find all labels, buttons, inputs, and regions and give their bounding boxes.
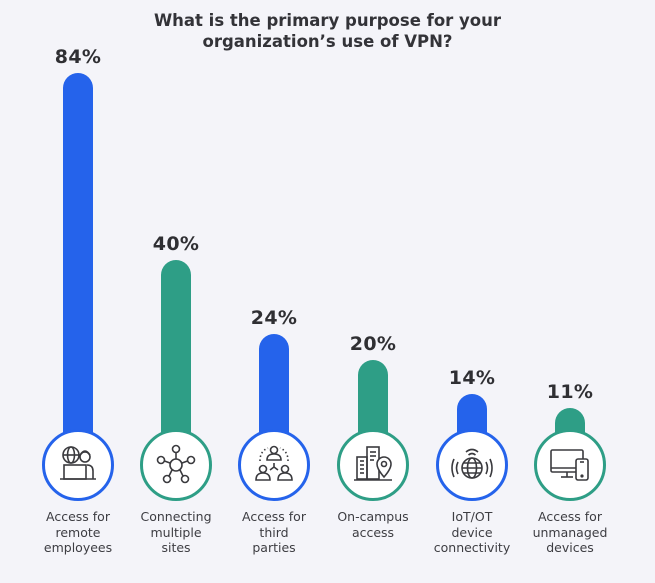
chart-title: What is the primary purpose for your org… — [0, 10, 655, 52]
icon-circle — [238, 429, 310, 501]
bar — [259, 334, 289, 438]
value-label: 11% — [546, 381, 594, 403]
category-label: Access for third parties — [242, 509, 306, 555]
desktop-mobile-devices-icon — [550, 449, 589, 481]
chart-title-line-2: organization’s use of VPN? — [202, 32, 453, 51]
remote-worker-globe-icon — [60, 446, 96, 480]
wireless-globe-icon — [451, 448, 493, 479]
bar-column-on-campus: 20% On-campus access — [324, 0, 422, 583]
third-party-people-icon — [255, 445, 293, 481]
value-label: 40% — [152, 233, 200, 255]
value-label: 14% — [448, 367, 496, 389]
category-label: IoT/OT device connectivity — [433, 509, 511, 555]
bar — [358, 360, 388, 438]
network-hub-icon — [156, 444, 196, 484]
bar — [63, 73, 93, 438]
category-label: Access for remote employees — [43, 509, 113, 555]
value-label: 84% — [54, 46, 102, 68]
category-label: On-campus access — [337, 509, 409, 540]
chart-title-line-1: What is the primary purpose for your — [153, 11, 502, 30]
icon-circle — [42, 429, 114, 501]
bar-column-remote-employees: 84% Access for remote employees — [29, 0, 127, 583]
value-label: 24% — [250, 307, 298, 329]
bar-column-unmanaged-devices: 11% Access for unmanaged devices — [521, 0, 619, 583]
icon-circle — [436, 429, 508, 501]
icon-circle — [140, 429, 212, 501]
category-label: Access for unmanaged devices — [532, 509, 608, 555]
bar-column-multiple-sites: 40% Connecting multiple sites — [127, 0, 225, 583]
category-label: Connecting multiple sites — [140, 509, 212, 555]
bar-column-iot-ot: 14% IoT/OT device connectivity — [423, 0, 521, 583]
bar-column-third-parties: 24% Access for third parties — [225, 0, 323, 583]
icon-circle — [337, 429, 409, 501]
bar — [161, 260, 191, 438]
icon-circle — [534, 429, 606, 501]
campus-building-location-icon — [354, 446, 392, 481]
value-label: 20% — [349, 333, 397, 355]
